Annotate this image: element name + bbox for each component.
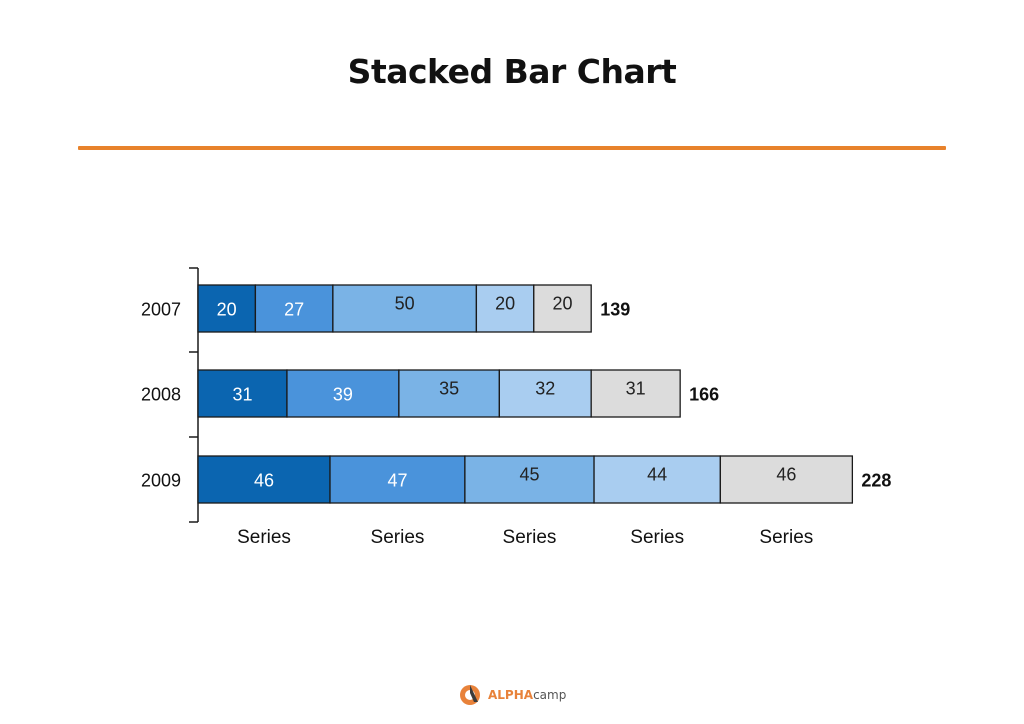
data-label: 47	[387, 471, 407, 491]
data-label: 35	[439, 379, 459, 399]
data-label: 20	[495, 294, 515, 314]
data-label: 20	[217, 300, 237, 320]
series-label: Series	[371, 527, 425, 548]
data-label: 50	[395, 294, 415, 314]
total-label: 139	[600, 300, 630, 320]
series-label: Series	[630, 527, 684, 548]
bar-segment	[498, 369, 592, 418]
data-label: 32	[535, 379, 555, 399]
series-label: Series	[759, 527, 813, 548]
data-label: 27	[284, 300, 304, 320]
data-label: 46	[254, 471, 274, 491]
bar-segment	[329, 455, 466, 504]
data-label: 46	[776, 465, 796, 485]
total-label: 228	[861, 471, 891, 491]
category-label: 2007	[141, 300, 181, 320]
series-label: Series	[503, 527, 557, 548]
bar-segment	[590, 369, 681, 418]
data-label: 45	[519, 465, 539, 485]
slide-title: Stacked Bar Chart	[347, 52, 677, 91]
data-label: 39	[333, 385, 353, 405]
footer-logo: ALPHAcamp	[458, 682, 566, 708]
total-label: 166	[689, 385, 719, 405]
data-label: 20	[552, 294, 572, 314]
logo-text: ALPHAcamp	[488, 688, 566, 702]
bar-segment	[197, 284, 257, 333]
data-label: 31	[232, 385, 252, 405]
category-label: 2009	[141, 471, 181, 491]
bar-segment	[533, 284, 592, 333]
data-label: 31	[626, 379, 646, 399]
bar-segment	[464, 455, 595, 504]
bar-segment	[197, 455, 331, 504]
logo-text-rest: camp	[533, 688, 567, 702]
logo-text-strong: ALPHA	[488, 688, 534, 702]
bar-segment	[398, 369, 500, 418]
bar-segment	[332, 284, 478, 333]
title-underline	[78, 146, 946, 150]
series-label: Series	[237, 527, 291, 548]
bar-segment	[254, 284, 334, 333]
alphacamp-logo-icon	[460, 685, 480, 705]
data-label: 44	[647, 465, 667, 485]
bar-segment	[719, 455, 854, 504]
category-label: 2008	[141, 385, 181, 405]
